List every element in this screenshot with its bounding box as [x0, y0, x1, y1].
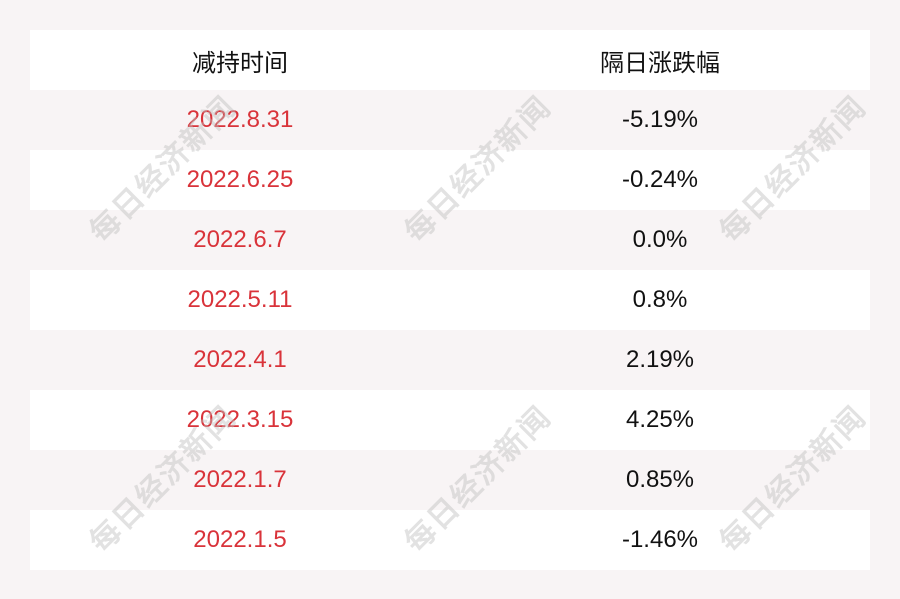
table-header: 减持时间 隔日涨跌幅	[30, 30, 870, 90]
change-cell: 4.25%	[625, 406, 695, 433]
header-next-day-change: 隔日涨跌幅	[600, 49, 720, 77]
change-cell: 2.19%	[625, 346, 695, 373]
header-reduction-date: 减持时间	[192, 49, 288, 77]
table-row: 2022.1.7 0.85%	[30, 450, 870, 510]
date-cell: 2022.6.25	[186, 166, 294, 193]
data-table: 减持时间 隔日涨跌幅 2022.8.31 -5.19% 2022.6.25 -0.24…	[30, 30, 870, 570]
date-cell: 2022.5.11	[187, 286, 293, 313]
change-cell: -1.46%	[621, 526, 699, 553]
table-row: 2022.4.1 2.19%	[30, 330, 870, 390]
date-cell: 2022.1.7	[193, 466, 287, 493]
date-cell: 2022.4.1	[193, 346, 287, 373]
change-cell: 0.0%	[632, 226, 688, 253]
date-cell: 2022.8.31	[186, 106, 294, 133]
change-cell: -5.19%	[621, 106, 699, 133]
change-cell: -0.24%	[621, 166, 699, 193]
date-cell: 2022.1.5	[193, 526, 287, 553]
table-row: 2022.5.11 0.8%	[30, 270, 870, 330]
change-cell: 0.8%	[632, 286, 688, 313]
date-cell: 2022.3.15	[186, 406, 294, 433]
table-row: 2022.6.7 0.0%	[30, 210, 870, 270]
table-row: 2022.8.31 -5.19%	[30, 90, 870, 150]
change-cell: 0.85%	[625, 466, 695, 493]
date-cell: 2022.6.7	[193, 226, 287, 253]
table-row: 2022.1.5 -1.46%	[30, 510, 870, 570]
table-row: 2022.6.25 -0.24%	[30, 150, 870, 210]
table-row: 2022.3.15 4.25%	[30, 390, 870, 450]
